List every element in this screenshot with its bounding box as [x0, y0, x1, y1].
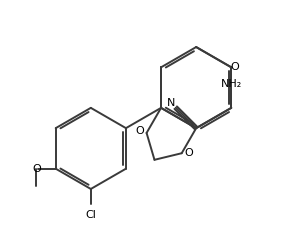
- Text: O: O: [184, 148, 193, 158]
- Text: Cl: Cl: [86, 210, 96, 220]
- Text: O: O: [230, 62, 239, 72]
- Text: N: N: [167, 98, 175, 108]
- Text: NH₂: NH₂: [221, 79, 242, 89]
- Text: O: O: [32, 164, 41, 174]
- Text: O: O: [135, 126, 144, 136]
